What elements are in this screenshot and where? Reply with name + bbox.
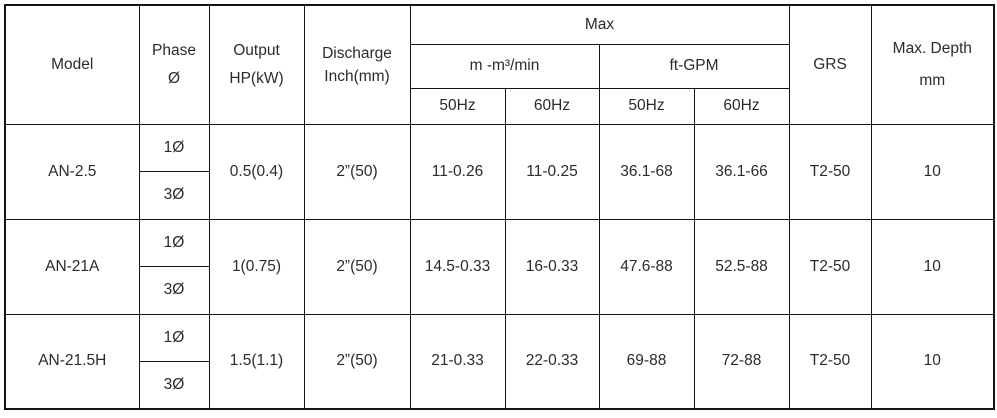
table-row: AN-2.5 1Ø 0.5(0.4) 2”(50) 11-0.26 11-0.2… — [4, 123, 995, 220]
header-output-line1: Output — [233, 41, 280, 59]
discharge-cell: 2”(50) — [303, 313, 411, 410]
max-imperial-50hz-cell: 69-88 — [598, 313, 695, 410]
model-cell: AN-21A — [4, 218, 140, 315]
phase-3-cell: 3Ø — [138, 265, 210, 315]
output-cell: 0.5(0.4) — [208, 123, 305, 220]
header-discharge: Discharge Inch(mm) — [303, 4, 411, 125]
depth-cell: 10 — [870, 218, 995, 315]
phase-1-cell: 1Ø — [138, 218, 210, 267]
header-discharge-line2: Inch(mm) — [324, 67, 390, 85]
phase-3-cell: 3Ø — [138, 170, 210, 220]
max-metric-60hz-cell: 22-0.33 — [504, 313, 600, 410]
output-cell: 1.5(1.1) — [208, 313, 305, 410]
grs-cell: T2-50 — [788, 218, 872, 315]
header-model: Model — [4, 4, 140, 125]
table-row: 3Ø — [5, 170, 994, 220]
header-max-depth-line1: Max. Depth — [892, 39, 972, 57]
max-imperial-60hz-cell: 52.5-88 — [693, 218, 790, 315]
depth-cell: 10 — [870, 313, 995, 410]
header-imperial-unit: ft-GPM — [598, 43, 790, 89]
header-output: Output HP(kW) — [208, 4, 305, 125]
max-imperial-60hz-cell: 72-88 — [693, 313, 790, 410]
model-cell: AN-21.5H — [4, 313, 140, 410]
discharge-cell: 2”(50) — [303, 218, 411, 315]
max-metric-50hz-cell: 11-0.26 — [409, 123, 506, 220]
phase-1-cell: 1Ø — [138, 123, 210, 172]
table-row: AN-21.5H 1Ø 1.5(1.1) 2”(50) 21-0.33 22-0… — [4, 313, 995, 410]
header-metric-60hz: 60Hz — [504, 87, 600, 125]
max-imperial-50hz-cell: 47.6-88 — [598, 218, 695, 315]
header-discharge-line1: Discharge — [322, 44, 392, 62]
model-cell: AN-2.5 — [4, 123, 140, 220]
header-metric-unit: m -m³/min — [409, 43, 600, 89]
header-grs: GRS — [788, 4, 872, 125]
header-output-line2: HP(kW) — [229, 69, 284, 87]
header-phase-line1: Phase — [152, 41, 196, 59]
phase-1-cell: 1Ø — [138, 313, 210, 362]
header-imperial-60hz: 60Hz — [693, 87, 790, 125]
max-imperial-50hz-cell: 36.1-68 — [598, 123, 695, 220]
header-phase: Phase Ø — [138, 4, 210, 125]
table-body: AN-2.5 1Ø 0.5(0.4) 2”(50) 11-0.26 11-0.2… — [4, 123, 995, 410]
output-cell: 1(0.75) — [208, 218, 305, 315]
phase-3-cell: 3Ø — [138, 360, 210, 410]
table-header: Model Phase Ø Output HP(kW) Discharge In… — [4, 4, 995, 125]
header-max-group: Max — [409, 4, 790, 45]
table-row: 3Ø — [5, 360, 994, 410]
depth-cell: 10 — [870, 123, 995, 220]
discharge-cell: 2”(50) — [303, 123, 411, 220]
grs-cell: T2-50 — [788, 123, 872, 220]
table-row: AN-21A 1Ø 1(0.75) 2”(50) 14.5-0.33 16-0.… — [4, 218, 995, 315]
header-imperial-50hz: 50Hz — [598, 87, 695, 125]
pump-spec-table: Model Phase Ø Output HP(kW) Discharge In… — [4, 4, 996, 410]
header-max-depth-line2: mm — [919, 71, 946, 89]
max-metric-60hz-cell: 11-0.25 — [504, 123, 600, 220]
table-row: 3Ø — [5, 265, 994, 315]
grs-cell: T2-50 — [788, 313, 872, 410]
header-metric-50hz: 50Hz — [409, 87, 506, 125]
max-metric-60hz-cell: 16-0.33 — [504, 218, 600, 315]
header-phase-line2: Ø — [167, 69, 181, 87]
max-metric-50hz-cell: 21-0.33 — [409, 313, 506, 410]
max-metric-50hz-cell: 14.5-0.33 — [409, 218, 506, 315]
max-imperial-60hz-cell: 36.1-66 — [693, 123, 790, 220]
header-max-depth: Max. Depth mm — [870, 4, 995, 125]
